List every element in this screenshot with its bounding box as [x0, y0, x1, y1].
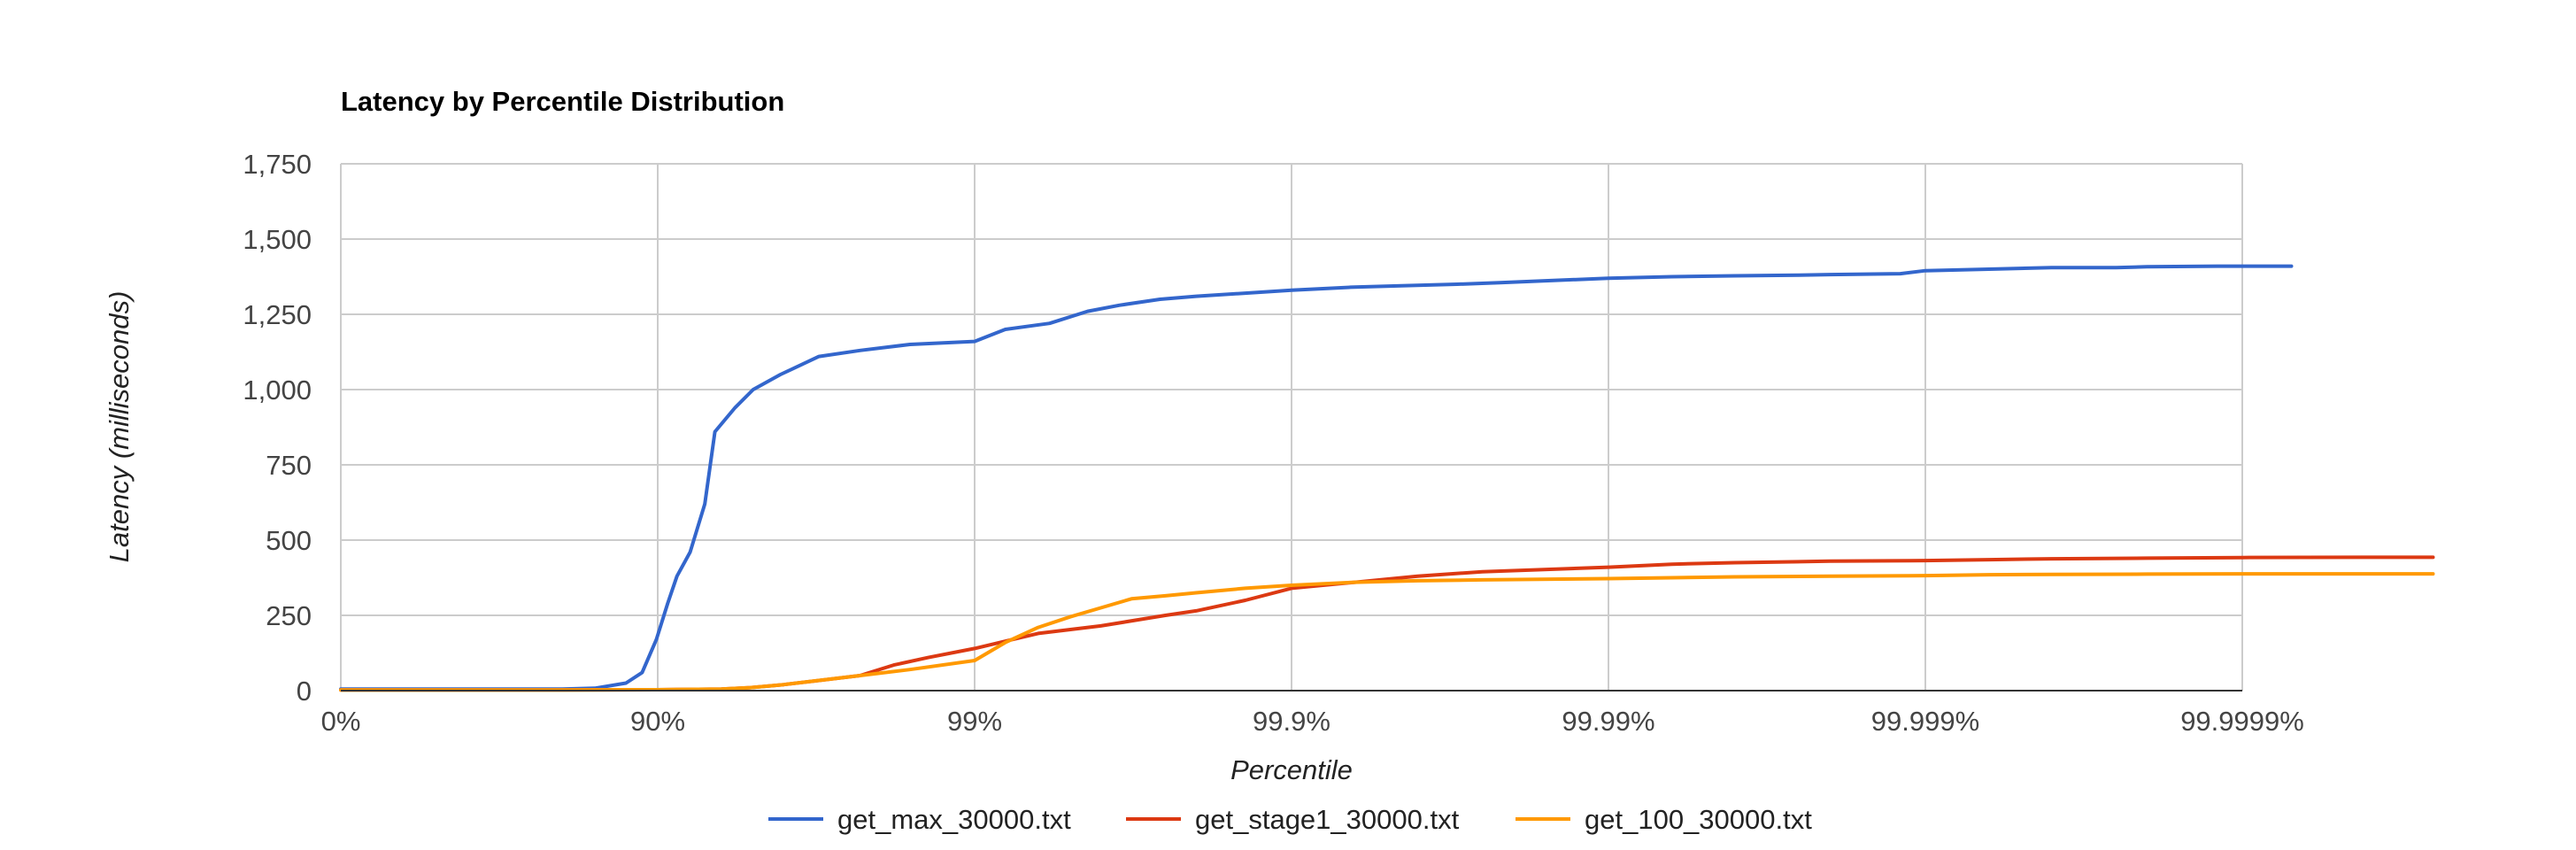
- y-tick-label: 500: [266, 525, 312, 556]
- y-tick-label: 750: [266, 450, 312, 481]
- legend: get_max_30000.txt get_stage1_30000.txt get…: [768, 804, 1812, 835]
- series-line-1: [339, 264, 2294, 692]
- x-tick-label: 99.999%: [1871, 706, 1979, 737]
- x-tick-label: 99%: [947, 706, 1002, 737]
- x-tick-label: 90%: [630, 706, 685, 737]
- x-axis-label: Percentile: [1230, 754, 1353, 785]
- y-tick-label: 1,250: [243, 299, 312, 330]
- legend-label: get_100_30000.txt: [1585, 804, 1812, 835]
- y-tick-label: 1,750: [243, 149, 312, 180]
- chart-title: Latency by Percentile Distribution: [341, 86, 784, 117]
- x-tick-label: 99.99%: [1562, 706, 1654, 737]
- x-tick-label: 99.9%: [1253, 706, 1330, 737]
- gridlines: [340, 163, 2243, 691]
- legend-label: get_stage1_30000.txt: [1195, 804, 1460, 835]
- x-tick-label: 0%: [321, 706, 361, 737]
- x-tick-label: 99.9999%: [2180, 706, 2304, 737]
- series-lines: [339, 264, 2435, 692]
- y-tick-label: 1,000: [243, 375, 312, 406]
- y-tick-label: 0: [297, 676, 312, 707]
- legend-label: get_max_30000.txt: [837, 804, 1071, 835]
- series-line-3: [339, 572, 2435, 692]
- y-axis-ticks: 0 250 500 750 1,000 1,250 1,500 1,750: [243, 149, 312, 707]
- x-axis-ticks: 0% 90% 99% 99.9% 99.99% 99.999% 99.9999%: [321, 706, 2304, 737]
- y-tick-label: 1,500: [243, 224, 312, 255]
- y-tick-label: 250: [266, 600, 312, 631]
- y-axis-label: Latency (milliseconds): [104, 291, 135, 563]
